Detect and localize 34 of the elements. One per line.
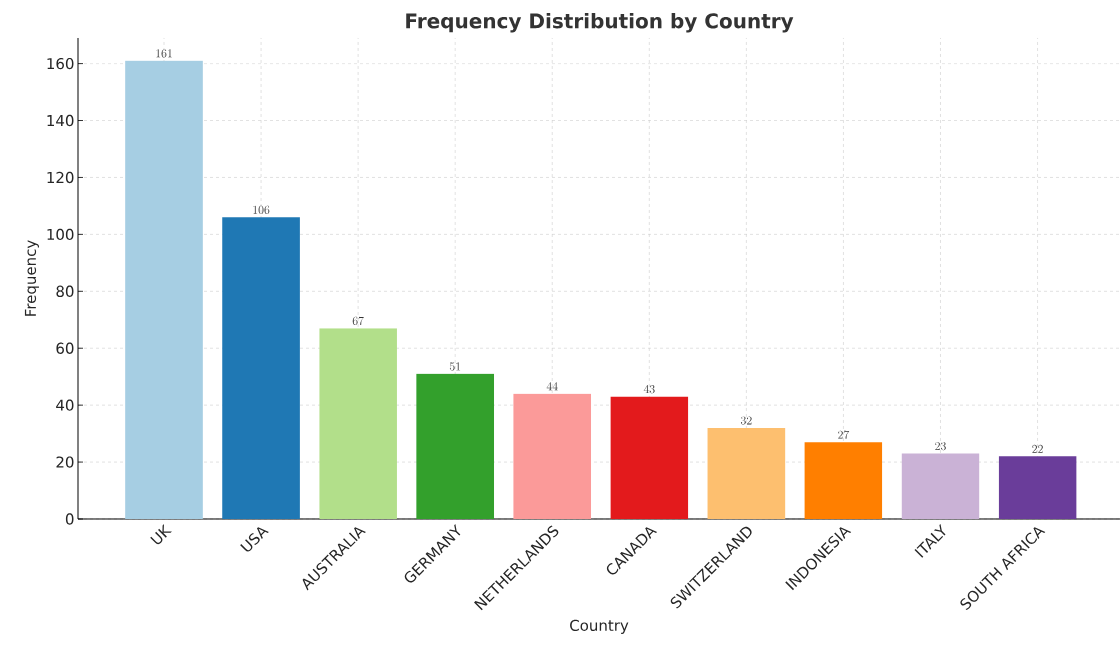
bar <box>998 456 1077 519</box>
data-label: 23 <box>935 442 946 451</box>
y-tick-label: 40 <box>56 399 74 411</box>
y-tick-label: 60 <box>56 342 74 354</box>
bar <box>319 328 397 519</box>
bar <box>610 396 689 519</box>
data-label: 32 <box>740 416 752 425</box>
data-label: 22 <box>1032 444 1043 453</box>
bar <box>707 427 786 519</box>
y-tick-label: 120 <box>47 171 74 184</box>
data-label: 43 <box>643 384 655 394</box>
bar <box>125 60 203 519</box>
data-label: 106 <box>253 205 270 215</box>
y-axis-title: Frequency <box>24 240 39 316</box>
bar <box>901 453 980 519</box>
y-tick-label: 160 <box>47 57 74 70</box>
bar <box>513 393 592 519</box>
bar <box>804 442 883 519</box>
y-tick-label: 20 <box>56 456 74 468</box>
y-tick-label: 100 <box>47 228 74 241</box>
x-axis-title: Country <box>570 619 629 634</box>
y-tick-label: 80 <box>56 285 74 297</box>
data-label: 67 <box>352 316 364 326</box>
data-label: 51 <box>449 362 461 371</box>
data-label: 44 <box>546 382 558 391</box>
x-tick-label: USA <box>240 527 269 552</box>
y-tick-label: 140 <box>47 114 74 127</box>
y-tick-label: 0 <box>65 513 74 525</box>
bar <box>222 217 300 519</box>
data-label: 27 <box>838 430 850 439</box>
data-label: 161 <box>156 49 172 58</box>
bar <box>416 373 495 519</box>
x-tick-label: UK <box>150 524 172 545</box>
chart-title: Frequency Distribution by Country <box>406 12 794 33</box>
